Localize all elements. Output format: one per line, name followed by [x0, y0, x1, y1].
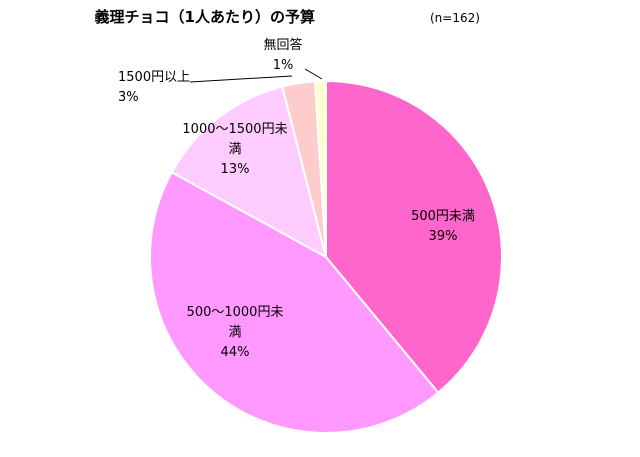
- pie-slices: [149, 79, 503, 434]
- leader-line-4: [304, 68, 323, 80]
- pie-slice-4: [313, 79, 327, 258]
- slice-label-0: 500円未満: [411, 209, 475, 224]
- pie-slice-2: [170, 85, 328, 259]
- leader-lines: [189, 68, 323, 83]
- slice-value-label-4: 1%: [273, 58, 294, 73]
- slice-value-label-1: 44%: [221, 345, 250, 360]
- chart-title: 義理チョコ（1人あたり）の予算: [95, 8, 315, 26]
- slice-value-label-2: 13%: [221, 162, 250, 177]
- slice-value-label-0: 39%: [429, 229, 458, 244]
- pie-slice-1: [149, 170, 440, 434]
- slice-value-label-3: 3%: [118, 90, 139, 105]
- slice-label-1: 満: [228, 325, 241, 340]
- slice-label-4: 無回答: [263, 37, 302, 53]
- slice-label-2: 1000～1500円未: [182, 122, 287, 137]
- slice-label-1: 500～1000円未: [187, 305, 284, 320]
- chart-subtitle: (n=162): [430, 11, 480, 25]
- pie-slice-0: [325, 79, 503, 395]
- leader-line-3: [189, 75, 293, 83]
- slice-label-3: 1500円以上: [118, 70, 190, 85]
- slice-label-2: 満: [228, 142, 241, 157]
